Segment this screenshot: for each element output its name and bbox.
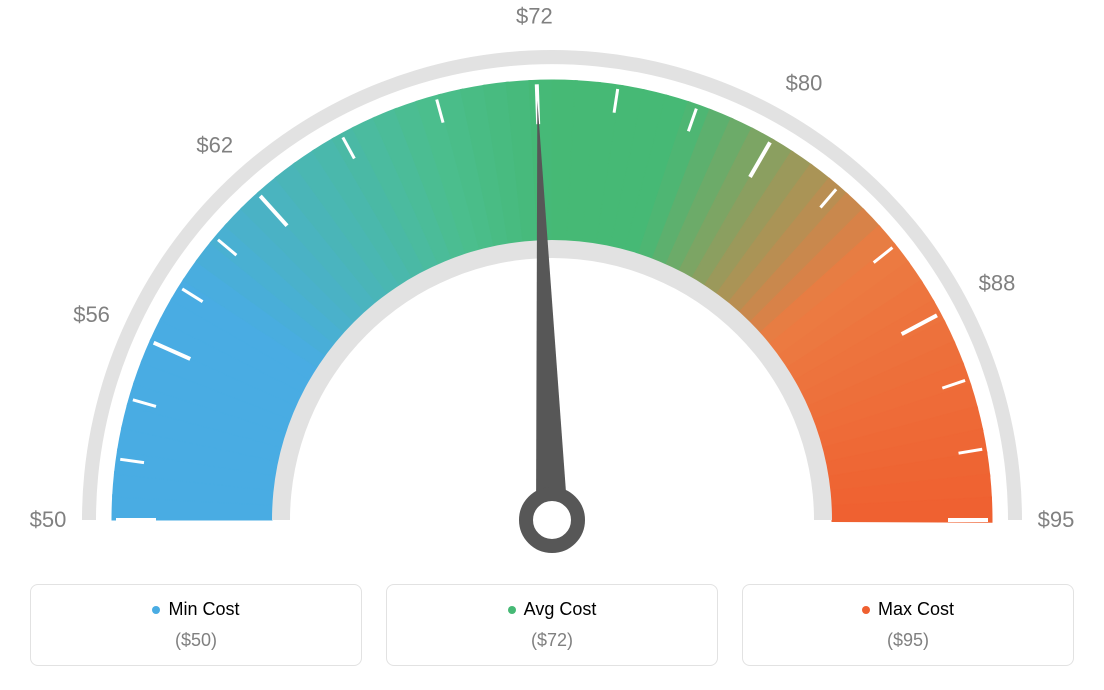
tick-label: $50 [30, 507, 67, 532]
legend-label: Min Cost [168, 599, 239, 620]
dot-icon [152, 606, 160, 614]
dot-icon [862, 606, 870, 614]
legend-value-min: ($50) [31, 630, 361, 651]
legend-title-max: Max Cost [862, 599, 954, 620]
legend-value-avg: ($72) [387, 630, 717, 651]
legend-label: Max Cost [878, 599, 954, 620]
tick-label: $95 [1038, 507, 1075, 532]
tick-label: $80 [786, 71, 823, 96]
tick-label: $62 [196, 132, 233, 157]
legend-label: Avg Cost [524, 599, 597, 620]
legend-title-min: Min Cost [152, 599, 239, 620]
tick-label: $56 [73, 302, 110, 327]
cost-gauge-chart: $50 $56 $62 $72 $80 $88 $95 Min Cost ($50) Avg… [0, 0, 1104, 690]
tick-label: $72 [516, 3, 553, 28]
legend-row: Min Cost ($50) Avg Cost ($72) Max Cost (… [30, 584, 1074, 666]
dot-icon [508, 606, 516, 614]
legend-card-avg: Avg Cost ($72) [386, 584, 718, 666]
tick-label: $88 [979, 270, 1016, 295]
legend-title-avg: Avg Cost [508, 599, 597, 620]
legend-card-min: Min Cost ($50) [30, 584, 362, 666]
needle-hub [526, 494, 578, 546]
gauge-svg: $50 $56 $62 $72 $80 $88 $95 [0, 0, 1104, 560]
legend-card-max: Max Cost ($95) [742, 584, 1074, 666]
legend-value-max: ($95) [743, 630, 1073, 651]
